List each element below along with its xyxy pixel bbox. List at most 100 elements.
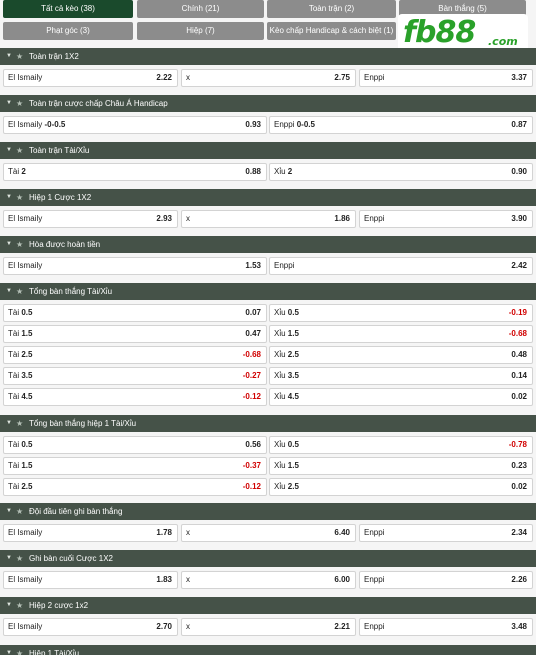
- market-header[interactable]: ▼ ★ Ghi bàn cuối Cược 1X2: [0, 550, 536, 567]
- selection-label: Enppi: [364, 572, 384, 588]
- star-icon[interactable]: ★: [16, 287, 24, 296]
- caret-down-icon[interactable]: ▼: [6, 241, 12, 247]
- market-header[interactable]: ▼ ★ Hiệp 2 cược 1x2: [0, 597, 536, 614]
- star-icon[interactable]: ★: [16, 507, 24, 516]
- tab-full-match[interactable]: Toàn trận (2): [267, 0, 396, 18]
- odds-selection[interactable]: Enppi 3.37: [359, 69, 533, 87]
- odds-selection[interactable]: x 2.75: [181, 69, 356, 87]
- odds-selection[interactable]: Tài 0.5 0.07: [3, 304, 267, 322]
- caret-down-icon[interactable]: ▼: [6, 650, 12, 655]
- odds-selection[interactable]: x 2.21: [181, 618, 356, 636]
- caret-down-icon[interactable]: ▼: [6, 147, 12, 153]
- selection-name: Xỉu: [274, 329, 286, 338]
- odds-row: El Ismaily 2.22 x 2.75 Enppi 3.37: [0, 69, 536, 87]
- odds-selection[interactable]: El Ismaily 1.53: [3, 257, 267, 275]
- market-header[interactable]: ▼ ★ Toàn trận cược chấp Châu Á Handicap: [0, 95, 536, 112]
- caret-down-icon[interactable]: ▼: [6, 602, 12, 608]
- odds-value: 0.23: [511, 461, 527, 470]
- odds-selection[interactable]: Xỉu 3.5 0.14: [269, 367, 533, 385]
- market-header[interactable]: ▼ ★ Toàn trận Tài/Xỉu: [0, 142, 536, 159]
- market-header[interactable]: ▼ ★ Hiệp 1 Tài/Xỉu: [0, 645, 536, 655]
- odds-selection[interactable]: Xỉu 1.5 0.23: [269, 457, 533, 475]
- selection-line: 2.5: [21, 482, 33, 491]
- market-header[interactable]: ▼ ★ Đội đầu tiên ghi bàn thắng: [0, 503, 536, 520]
- star-icon[interactable]: ★: [16, 99, 24, 108]
- odds-selection[interactable]: Xỉu 4.5 0.02: [269, 388, 533, 406]
- tab-half[interactable]: Hiệp (7): [137, 22, 264, 40]
- odds-selection[interactable]: Xỉu 0.5 -0.78: [269, 436, 533, 454]
- selection-name: Tài: [8, 482, 20, 491]
- market-title: Toàn trận Tài/Xỉu: [29, 146, 90, 155]
- selection-name: Tài: [8, 350, 20, 359]
- odds-selection[interactable]: Tài 4.5 -0.12: [3, 388, 267, 406]
- market-header[interactable]: ▼ ★ Toàn trận 1X2: [0, 48, 536, 65]
- selection-label: El Ismaily: [8, 572, 42, 588]
- selection-name: El Ismaily: [8, 261, 43, 270]
- odds-selection[interactable]: Tài 3.5 -0.27: [3, 367, 267, 385]
- selection-name: Enppi: [364, 214, 385, 223]
- market-header[interactable]: ▼ ★ Hòa được hoàn tiền: [0, 236, 536, 253]
- selection-label: Enppi: [364, 619, 384, 635]
- odds-value: 2.75: [334, 73, 350, 82]
- odds-selection[interactable]: Tài 2.5 -0.12: [3, 478, 267, 496]
- odds-selection[interactable]: El Ismaily -0-0.5 0.93: [3, 116, 267, 134]
- odds-selection[interactable]: Xỉu 2.5 0.02: [269, 478, 533, 496]
- odds-selection[interactable]: Enppi 2.42: [269, 257, 533, 275]
- odds-selection[interactable]: El Ismaily 2.22: [3, 69, 178, 87]
- selection-name: x: [186, 73, 190, 82]
- odds-selection[interactable]: Tài 0.5 0.56: [3, 436, 267, 454]
- odds-selection[interactable]: El Ismaily 1.78: [3, 524, 178, 542]
- star-icon[interactable]: ★: [16, 52, 24, 61]
- odds-selection[interactable]: Xỉu 2 0.90: [269, 163, 533, 181]
- star-icon[interactable]: ★: [16, 193, 24, 202]
- star-icon[interactable]: ★: [16, 649, 24, 655]
- tab-main[interactable]: Chính (21): [137, 0, 264, 18]
- market-header[interactable]: ▼ ★ Tổng bàn thắng hiệp 1 Tài/Xỉu: [0, 415, 536, 432]
- caret-down-icon[interactable]: ▼: [6, 194, 12, 200]
- tab-handicap[interactable]: Kèo chấp Handicap & cách biệt (1): [267, 22, 396, 40]
- odds-selection[interactable]: Tài 2.5 -0.68: [3, 346, 267, 364]
- tab-goals[interactable]: Bàn thắng (5): [399, 0, 526, 18]
- selection-name: x: [186, 528, 190, 537]
- star-icon[interactable]: ★: [16, 601, 24, 610]
- odds-selection[interactable]: x 6.00: [181, 571, 356, 589]
- odds-selection[interactable]: Tài 2 0.88: [3, 163, 267, 181]
- odds-selection[interactable]: Tài 1.5 0.47: [3, 325, 267, 343]
- odds-selection[interactable]: Enppi 3.48: [359, 618, 533, 636]
- caret-down-icon[interactable]: ▼: [6, 420, 12, 426]
- caret-down-icon[interactable]: ▼: [6, 100, 12, 106]
- caret-down-icon[interactable]: ▼: [6, 508, 12, 514]
- selection-line: 2.5: [287, 482, 299, 491]
- selection-label: Xỉu 2.5: [274, 479, 299, 495]
- caret-down-icon[interactable]: ▼: [6, 53, 12, 59]
- tab-corners[interactable]: Phạt góc (3): [3, 22, 133, 40]
- star-icon[interactable]: ★: [16, 554, 24, 563]
- odds-selection[interactable]: El Ismaily 1.83: [3, 571, 178, 589]
- odds-selection[interactable]: Enppi 2.26: [359, 571, 533, 589]
- market-header[interactable]: ▼ ★ Hiệp 1 Cược 1X2: [0, 189, 536, 206]
- star-icon[interactable]: ★: [16, 146, 24, 155]
- odds-selection[interactable]: Xỉu 2.5 0.48: [269, 346, 533, 364]
- odds-selection[interactable]: El Ismaily 2.70: [3, 618, 178, 636]
- selection-line: 2: [21, 167, 26, 176]
- tab-all-markets[interactable]: Tất cả kèo (38): [3, 0, 133, 18]
- odds-selection[interactable]: Enppi 2.34: [359, 524, 533, 542]
- odds-selection[interactable]: Enppi 3.90: [359, 210, 533, 228]
- caret-down-icon[interactable]: ▼: [6, 288, 12, 294]
- selection-label: Tài 0.5: [8, 305, 32, 321]
- odds-value: 1.86: [334, 214, 350, 223]
- odds-selection[interactable]: Xỉu 1.5 -0.68: [269, 325, 533, 343]
- star-icon[interactable]: ★: [16, 419, 24, 428]
- caret-down-icon[interactable]: ▼: [6, 555, 12, 561]
- odds-selection[interactable]: El Ismaily 2.93: [3, 210, 178, 228]
- odds-selection[interactable]: x 1.86: [181, 210, 356, 228]
- odds-row: Tài 0.5 0.07 Xỉu 0.5 -0.19: [0, 304, 536, 322]
- star-icon[interactable]: ★: [16, 240, 24, 249]
- odds-selection[interactable]: Enppi 0-0.5 0.87: [269, 116, 533, 134]
- odds-selection[interactable]: Tài 1.5 -0.37: [3, 457, 267, 475]
- odds-selection[interactable]: Xỉu 0.5 -0.19: [269, 304, 533, 322]
- selection-name: Xỉu: [274, 440, 286, 449]
- odds-selection[interactable]: x 6.40: [181, 524, 356, 542]
- odds-value: 0.88: [245, 167, 261, 176]
- market-header[interactable]: ▼ ★ Tổng bàn thắng Tài/Xỉu: [0, 283, 536, 300]
